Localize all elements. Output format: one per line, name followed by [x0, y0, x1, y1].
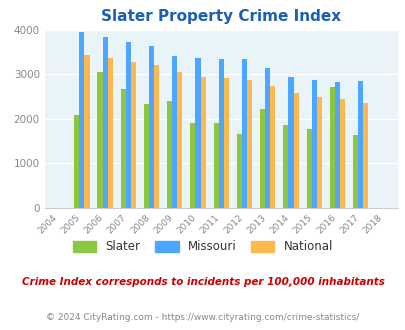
Bar — [154, 65, 159, 208]
Bar — [143, 104, 149, 208]
Bar — [357, 82, 362, 208]
Bar — [236, 134, 241, 208]
Bar — [195, 58, 200, 208]
Bar — [218, 59, 223, 208]
Bar — [223, 78, 228, 208]
Bar — [177, 73, 182, 208]
Bar — [362, 103, 367, 208]
Title: Slater Property Crime Index: Slater Property Crime Index — [101, 9, 341, 24]
Bar — [352, 135, 357, 208]
Bar — [126, 42, 130, 208]
Bar — [102, 37, 107, 208]
Text: Crime Index corresponds to incidents per 100,000 inhabitants: Crime Index corresponds to incidents per… — [21, 278, 384, 287]
Bar — [283, 125, 288, 208]
Bar — [306, 129, 311, 208]
Bar — [329, 87, 334, 208]
Bar — [270, 86, 275, 208]
Bar — [200, 77, 205, 208]
Bar — [167, 101, 172, 208]
Bar — [311, 81, 316, 208]
Bar — [293, 92, 298, 208]
Bar — [130, 62, 136, 208]
Bar — [79, 32, 84, 208]
Bar — [97, 72, 102, 208]
Bar — [74, 115, 79, 208]
Bar — [120, 89, 126, 208]
Bar — [107, 58, 113, 208]
Bar — [241, 59, 247, 208]
Bar — [172, 56, 177, 208]
Bar — [288, 77, 293, 208]
Bar — [264, 68, 270, 208]
Bar — [149, 46, 154, 208]
Bar — [316, 97, 321, 208]
Legend: Slater, Missouri, National: Slater, Missouri, National — [69, 237, 336, 257]
Bar — [84, 55, 89, 208]
Bar — [339, 99, 344, 208]
Bar — [213, 123, 218, 208]
Bar — [190, 123, 195, 208]
Text: © 2024 CityRating.com - https://www.cityrating.com/crime-statistics/: © 2024 CityRating.com - https://www.city… — [46, 313, 359, 322]
Bar — [247, 81, 252, 208]
Bar — [260, 109, 264, 208]
Bar — [334, 82, 339, 208]
